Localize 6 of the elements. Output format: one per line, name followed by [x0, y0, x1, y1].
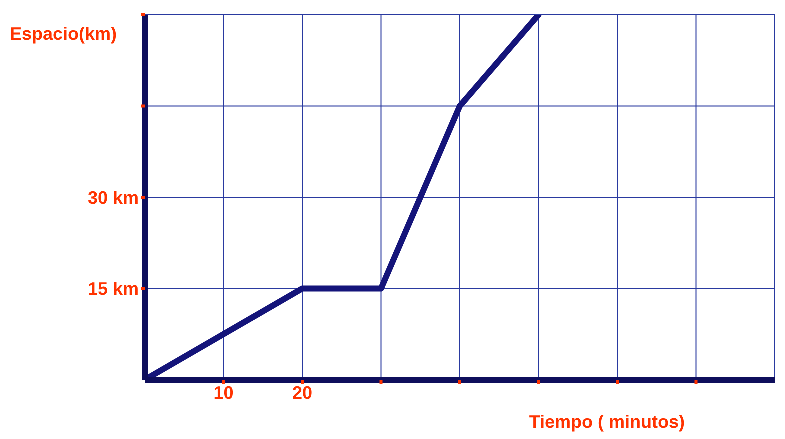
y-tick-label: 30 km	[88, 188, 139, 208]
x-tick-label: 10	[214, 382, 234, 403]
x-axis-title: Tiempo ( minutos)	[529, 412, 685, 433]
x-tick-label: 20	[292, 382, 313, 403]
y-tick-label: 15 km	[88, 279, 139, 300]
y-axis-title: Espacio(km)	[10, 24, 118, 45]
